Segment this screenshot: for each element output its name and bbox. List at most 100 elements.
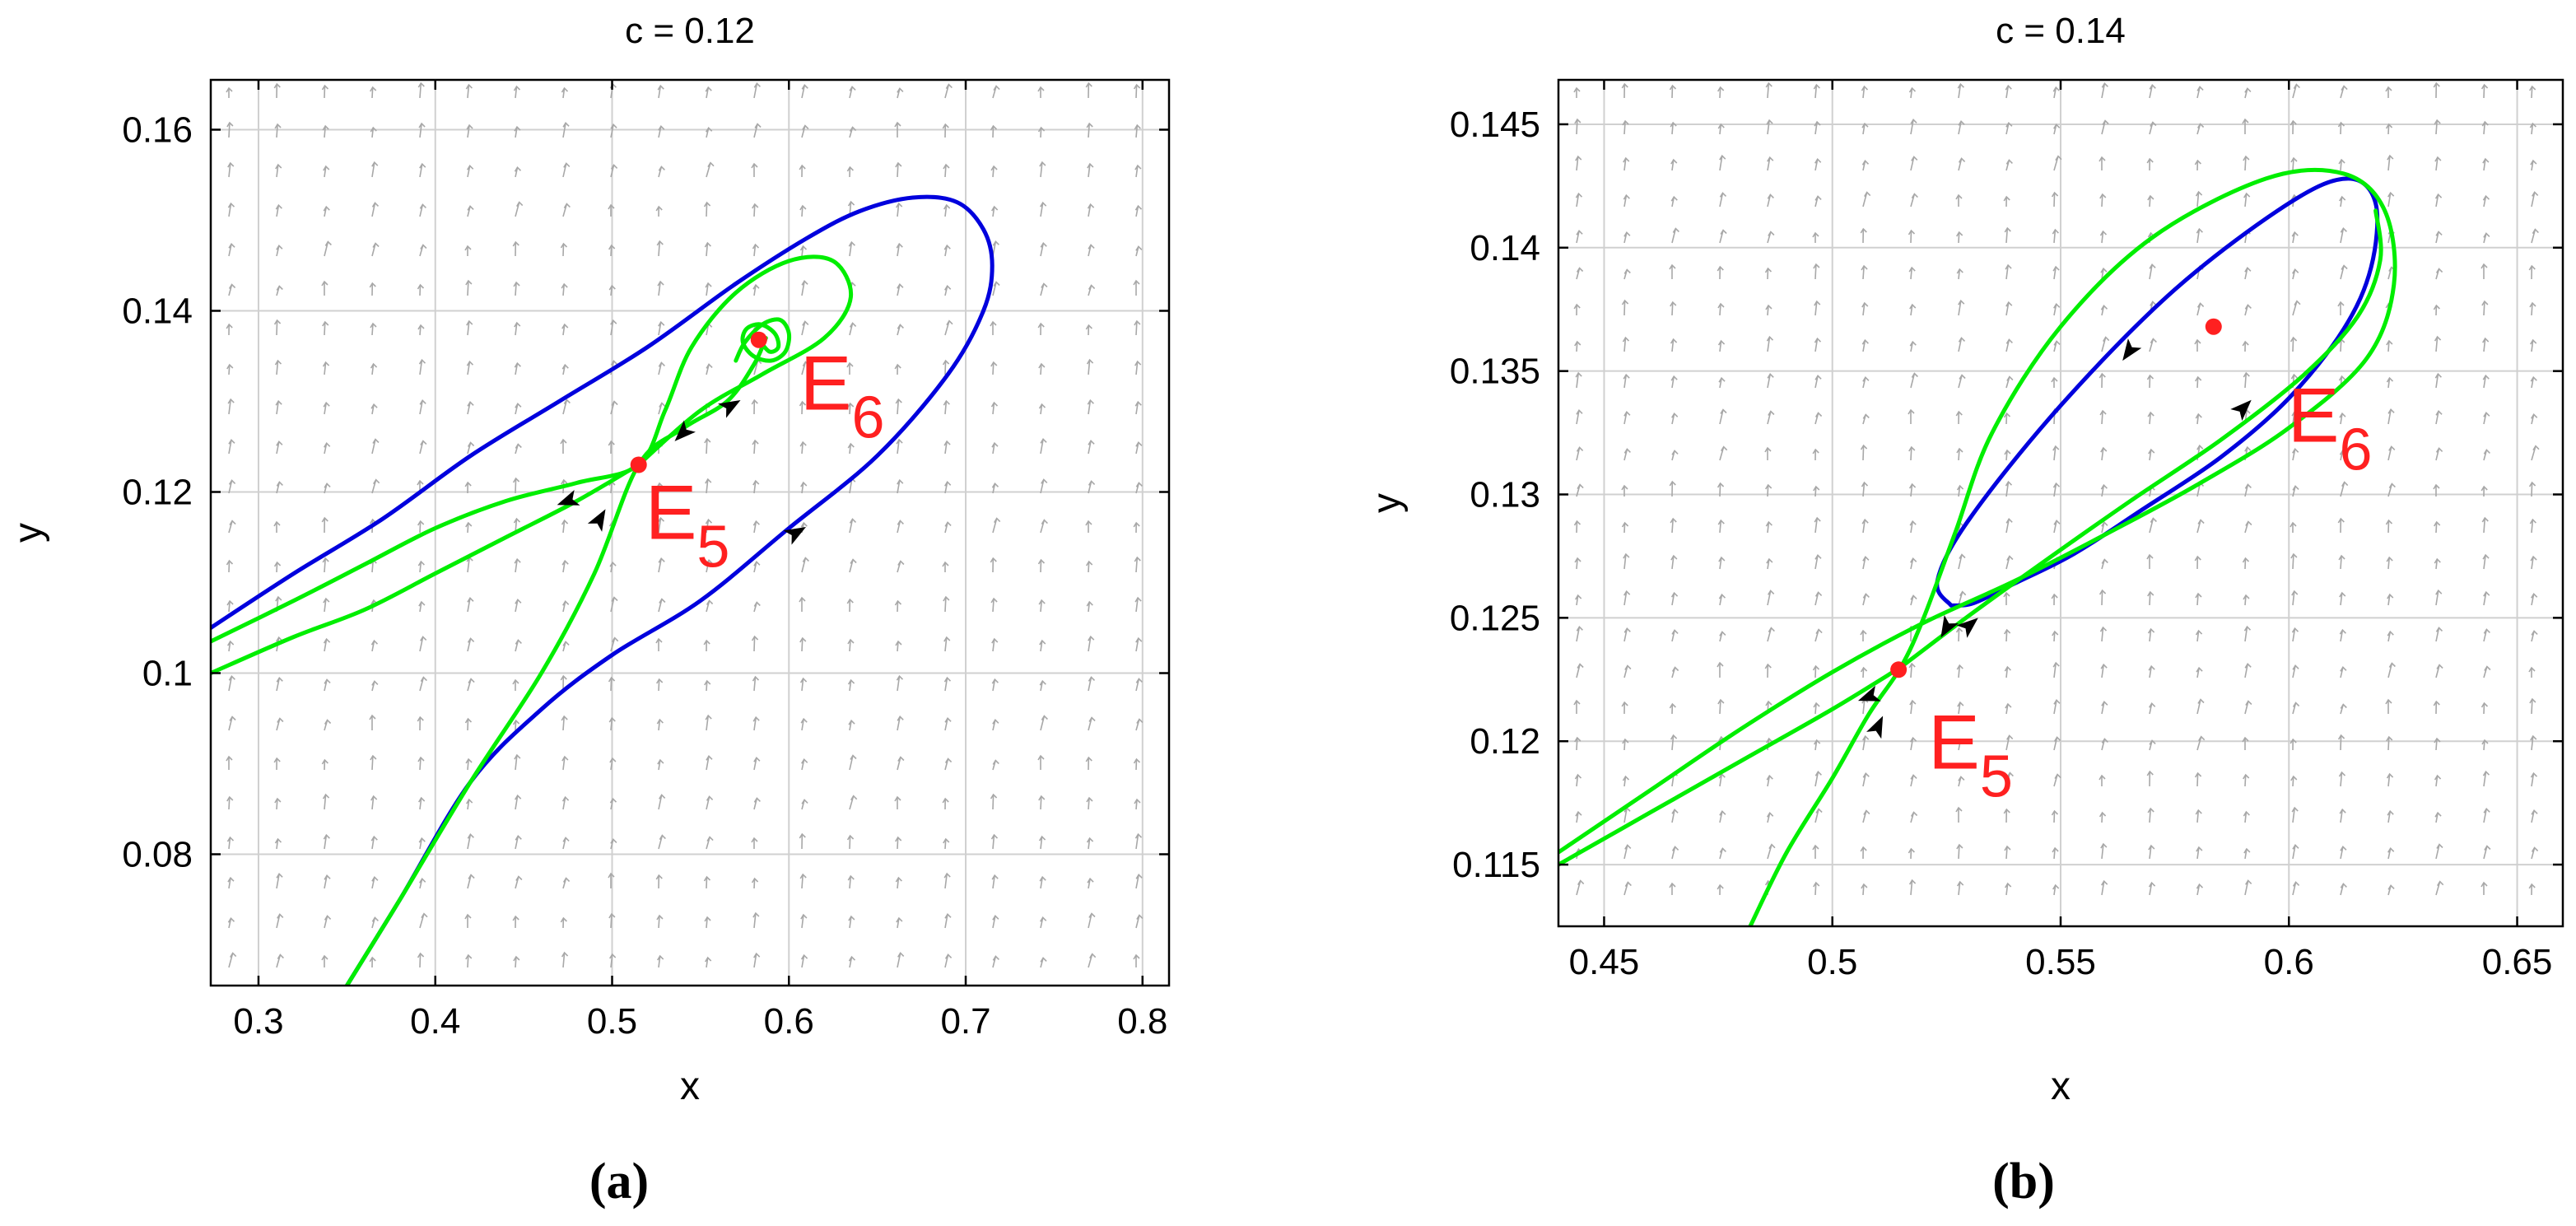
vector-field-mark: [801, 124, 809, 138]
vector-field-mark: [226, 559, 234, 573]
vector-field-mark: [897, 520, 904, 534]
vector-field-mark: [944, 481, 952, 494]
vector-field-mark: [2386, 339, 2393, 352]
vector-field-mark: [324, 482, 331, 494]
vector-field-mark: [801, 557, 809, 573]
vector-field-mark: [943, 203, 951, 217]
vector-field-mark: [2292, 83, 2300, 99]
vector-field-mark: [1908, 847, 1915, 860]
vector-field-mark: [1088, 480, 1096, 494]
vector-field-mark: [1133, 521, 1140, 534]
vector-field-mark: [990, 401, 999, 415]
vector-field-mark: [2196, 123, 2205, 135]
vector-field-a: [226, 82, 1144, 968]
vector-field-mark: [2005, 555, 2014, 570]
vector-field-mark: [849, 86, 856, 99]
vector-field-mark: [2481, 485, 2488, 497]
vector-field-mark: [228, 520, 236, 534]
vector-field-mark: [1623, 627, 1631, 642]
vector-field-mark: [2004, 665, 2011, 678]
vector-field-mark: [849, 754, 857, 771]
vector-field-mark: [1813, 83, 1820, 99]
vector-field-mark: [2004, 845, 2011, 860]
vector-field-mark: [991, 637, 999, 652]
y-tick-label: 0.1: [142, 654, 193, 694]
vector-field-mark: [2101, 82, 2108, 99]
vector-field-mark: [226, 755, 233, 770]
vector-field-mark: [1718, 376, 1726, 389]
vector-field-mark: [1717, 482, 1725, 497]
vector-field-mark: [1717, 86, 1725, 99]
vector-field-mark: [1576, 626, 1583, 642]
vector-field-mark: [848, 915, 855, 929]
vector-field-mark: [2052, 228, 2059, 244]
vector-field-mark: [467, 165, 474, 178]
vector-field-mark: [992, 719, 999, 731]
vector-field-mark: [1908, 229, 1916, 244]
vector-field-mark: [2292, 448, 2299, 461]
vector-field-mark: [753, 757, 761, 771]
vector-field-mark: [2339, 808, 2346, 823]
vector-field-mark: [2530, 159, 2537, 171]
vector-field-mark: [561, 86, 569, 99]
vector-field-mark: [2146, 553, 2154, 569]
vector-field-mark: [1861, 883, 1868, 896]
vector-field-mark: [2434, 557, 2441, 570]
y-tick-label: 0.08: [122, 835, 193, 875]
vector-field-mark: [465, 758, 473, 771]
vector-field-mark: [2434, 335, 2442, 352]
vector-field-mark: [371, 202, 380, 217]
equilibrium-point-e6: [750, 331, 767, 348]
vector-field-mark: [321, 758, 328, 771]
vector-field-mark: [2101, 701, 2108, 715]
vector-field-mark: [2292, 881, 2300, 896]
vector-field-mark: [1955, 410, 1963, 425]
vector-field-mark: [2099, 230, 2108, 244]
vector-field-mark: [990, 833, 999, 850]
vector-field-mark: [2387, 445, 2396, 461]
vector-field-mark: [2195, 629, 2203, 642]
vector-field-mark: [2339, 195, 2346, 207]
vector-field-mark: [1814, 554, 1822, 570]
vector-field-mark: [324, 240, 332, 257]
vector-field-mark: [1956, 268, 1963, 280]
vector-field-mark: [2528, 883, 2536, 896]
vector-field-mark: [610, 319, 617, 336]
separatrix-curve-0: [211, 194, 995, 986]
vector-field-mark: [370, 126, 377, 138]
vector-field-mark: [562, 122, 570, 138]
vector-field-mark: [2243, 155, 2250, 171]
vector-field-mark: [2100, 267, 2108, 280]
vector-field-mark: [2387, 408, 2395, 425]
vector-field-mark: [514, 166, 522, 178]
vector-field-mark: [1767, 156, 1774, 171]
flow-direction-arrow: [718, 400, 741, 418]
vector-field-mark: [1766, 774, 1773, 787]
vector-field-mark: [2291, 806, 2299, 823]
vector-field-mark: [2385, 86, 2392, 98]
vector-field-mark: [1814, 195, 1822, 207]
vector-field-mark: [227, 161, 235, 178]
vector-field-mark: [896, 674, 904, 692]
vector-field-mark: [1910, 594, 1917, 606]
vector-field-mark: [1956, 484, 1964, 497]
vector-field-mark: [1718, 556, 1726, 570]
vector-field-mark: [1040, 282, 1048, 296]
vector-field-mark: [2196, 846, 2203, 860]
vector-field-mark: [2435, 589, 2443, 606]
vector-field-mark: [1670, 734, 1678, 751]
vector-field-mark: [706, 559, 713, 573]
vector-field-mark: [323, 833, 330, 850]
vector-field-mark: [2005, 771, 2014, 787]
vector-field-mark: [464, 481, 472, 494]
x-tick-label: 0.45: [1569, 942, 1640, 982]
vector-field-mark: [418, 837, 426, 850]
y-tick-label: 0.115: [1452, 845, 1540, 885]
vector-field-mark: [1718, 593, 1726, 606]
vector-field-mark: [752, 203, 759, 217]
vector-field-mark: [562, 203, 571, 217]
vector-field-mark: [322, 320, 329, 336]
vector-field-mark: [608, 284, 616, 296]
vector-field-mark: [1719, 445, 1728, 461]
vector-field-mark: [2482, 553, 2490, 570]
